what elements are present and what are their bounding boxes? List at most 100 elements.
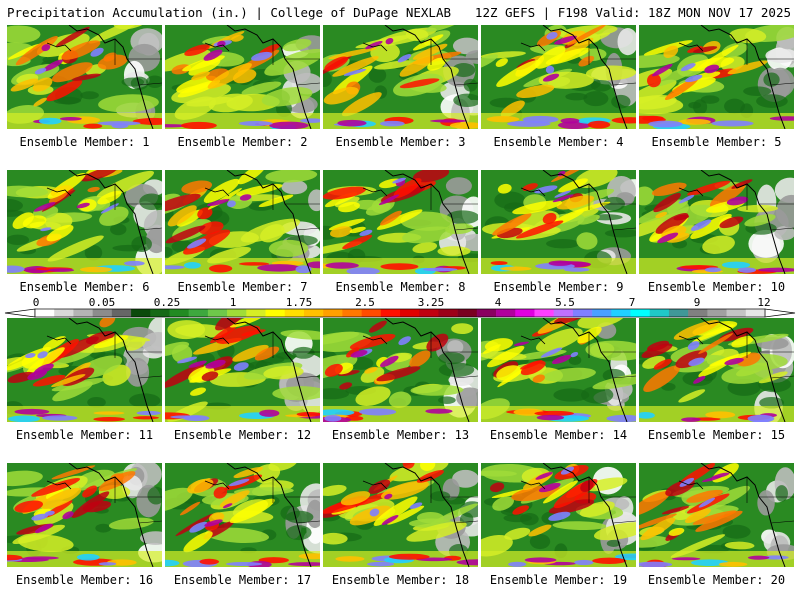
colorbar-tick-label: 0.05	[89, 296, 116, 309]
map-title: Precipitation Accumulation (in.) | Colle…	[7, 5, 452, 20]
ensemble-member-panel	[323, 170, 478, 274]
colorbar-segment	[592, 309, 612, 317]
colorbar-segment	[323, 309, 343, 317]
colorbar-segment	[284, 309, 305, 317]
ensemble-member-panel	[639, 25, 794, 129]
ensemble-map	[165, 318, 320, 422]
ensemble-member-panel	[165, 318, 320, 422]
colorbar-tick-label: 9	[694, 296, 701, 309]
ensemble-member-label: Ensemble Member: 18	[331, 573, 470, 587]
ensemble-map	[481, 170, 636, 274]
colorbar-segment	[726, 309, 747, 317]
colorbar-segment	[668, 309, 689, 317]
ensemble-member-panel	[7, 25, 162, 129]
colorbar-segment	[246, 309, 266, 317]
ensemble-member-label: Ensemble Member: 3	[335, 135, 466, 149]
colorbar-segment	[457, 309, 478, 317]
colorbar-tick-label: 2.5	[355, 296, 375, 309]
colorbar-segment	[303, 309, 324, 317]
ensemble-map	[165, 463, 320, 567]
ensemble-member-panel	[481, 25, 636, 129]
ensemble-member-panel	[639, 170, 794, 274]
colorbar-tick-label: 5.5	[555, 296, 575, 309]
ensemble-member-label: Ensemble Member: 12	[173, 428, 312, 442]
colorbar-segment	[515, 309, 535, 317]
ensemble-map	[481, 318, 636, 422]
ensemble-member-label: Ensemble Member: 13	[331, 428, 470, 442]
ensemble-member-label: Ensemble Member: 11	[15, 428, 154, 442]
ensemble-member-label: Ensemble Member: 20	[647, 573, 786, 587]
ensemble-member-panel	[165, 463, 320, 567]
ensemble-map	[639, 25, 794, 129]
ensemble-map	[323, 25, 478, 129]
colorbar-segment	[131, 309, 151, 317]
ensemble-member-label: Ensemble Member: 8	[335, 280, 466, 294]
ensemble-map	[7, 25, 162, 129]
colorbar-segment	[54, 309, 74, 317]
colorbar-max-arrow	[764, 308, 796, 318]
ensemble-member-label: Ensemble Member: 14	[489, 428, 628, 442]
colorbar-segment	[534, 309, 554, 317]
colorbar-segment	[630, 309, 651, 317]
colorbar-tick-label: 1.75	[286, 296, 313, 309]
ensemble-member-label: Ensemble Member: 2	[177, 135, 308, 149]
ensemble-member-panel	[7, 463, 162, 567]
ensemble-map	[323, 170, 478, 274]
colorbar-segment	[572, 309, 593, 317]
ensemble-map	[165, 25, 320, 129]
ensemble-member-panel	[323, 318, 478, 422]
precipitation-colorbar: 0 0.05 0.25 1 1.75 2.5 3.25 4 5.5 7 9 12	[4, 296, 796, 318]
colorbar-tick-label: 4	[495, 296, 502, 309]
ensemble-member-label: Ensemble Member: 10	[647, 280, 786, 294]
ensemble-map	[481, 463, 636, 567]
colorbar-segment	[92, 309, 113, 317]
ensemble-member-panel	[481, 170, 636, 274]
colorbar-segment	[188, 309, 209, 317]
ensemble-member-label: Ensemble Member: 6	[19, 280, 150, 294]
ensemble-member-panel	[165, 25, 320, 129]
ensemble-member-label: Ensemble Member: 15	[647, 428, 786, 442]
colorbar-segment	[207, 309, 228, 317]
ensemble-member-panel	[481, 463, 636, 567]
colorbar-min-arrow	[4, 308, 36, 318]
colorbar-segment	[361, 309, 382, 317]
colorbar-segment	[611, 309, 631, 317]
ensemble-member-panel	[481, 318, 636, 422]
ensemble-map	[165, 170, 320, 274]
colorbar-segment	[438, 309, 458, 317]
colorbar-tick-label: 7	[629, 296, 636, 309]
colorbar-segment	[649, 309, 670, 317]
colorbar-tick-label: 3.25	[418, 296, 445, 309]
colorbar-tick-label: 0	[33, 296, 40, 309]
colorbar-tick-label: 1	[230, 296, 237, 309]
colorbar-segment	[476, 309, 497, 317]
colorbar-segment	[496, 309, 516, 317]
colorbar-segment	[745, 309, 766, 317]
ensemble-map	[7, 318, 162, 422]
ensemble-map	[639, 318, 794, 422]
colorbar-segment	[707, 309, 727, 317]
colorbar-segment	[35, 309, 55, 317]
model-run-valid-time: 12Z GEFS | F198 Valid: 18Z MON NOV 17 20…	[474, 5, 791, 20]
ensemble-member-panel	[639, 318, 794, 422]
ensemble-member-panel	[323, 25, 478, 129]
colorbar-segment	[265, 309, 286, 317]
ensemble-member-panel	[639, 463, 794, 567]
ensemble-member-label: Ensemble Member: 5	[651, 135, 782, 149]
colorbar-segment	[553, 309, 574, 317]
colorbar-tick-label: 0.25	[154, 296, 181, 309]
ensemble-map	[323, 463, 478, 567]
ensemble-member-panel	[7, 170, 162, 274]
ensemble-member-label: Ensemble Member: 4	[493, 135, 624, 149]
ensemble-member-panel	[7, 318, 162, 422]
ensemble-member-label: Ensemble Member: 7	[177, 280, 308, 294]
ensemble-map	[639, 463, 794, 567]
colorbar-segment	[419, 309, 439, 317]
ensemble-member-panel	[165, 170, 320, 274]
colorbar-segment	[688, 309, 708, 317]
ensemble-map	[7, 463, 162, 567]
colorbar-tick-label: 12	[757, 296, 770, 309]
colorbar-segment	[169, 309, 189, 317]
ensemble-member-label: Ensemble Member: 9	[493, 280, 624, 294]
ensemble-member-panel	[323, 463, 478, 567]
